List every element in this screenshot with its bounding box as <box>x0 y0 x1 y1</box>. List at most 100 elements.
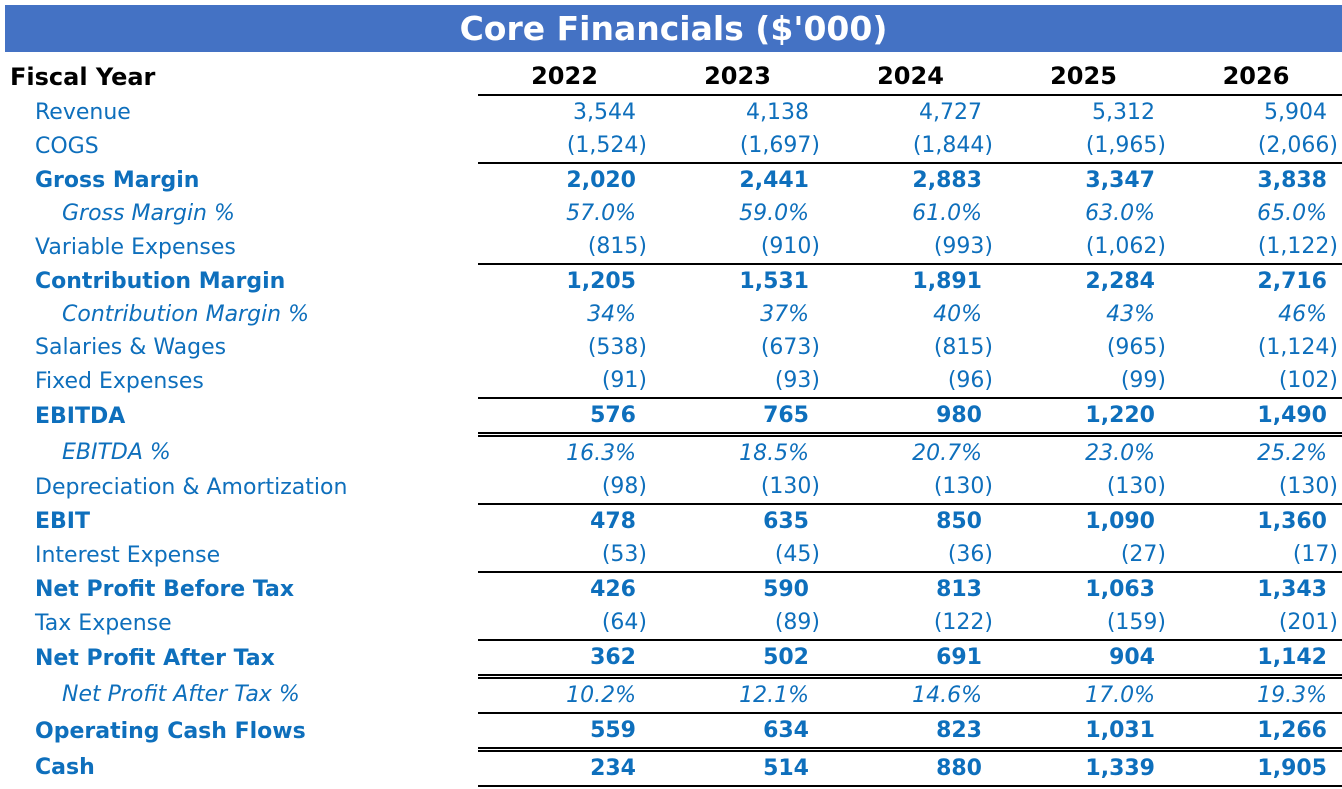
table-header-row: Fiscal Year 2022 2023 2024 2025 2026 <box>0 58 1342 96</box>
row-label-interest-expense: Interest Expense <box>35 542 221 568</box>
cell-interest-expense-2022: (53) <box>478 538 651 573</box>
cell-ebit-2026: 1,360 <box>1257 509 1327 534</box>
cell-revenue-2023: 4,138 <box>746 100 809 125</box>
table-row: Salaries & Wages (538) (673) (815) (965) (1,1… <box>0 331 1342 364</box>
year-header: 2023 <box>651 58 824 96</box>
cell-fixed-expenses-2023: (93) <box>651 364 824 399</box>
cell-net-profit-after-tax-2024: 691 <box>824 640 997 679</box>
core-financials-report: Core Financials ($'000) Fiscal Year 2022… <box>0 5 1342 789</box>
cell-tax-expense-2024: (122) <box>824 606 997 641</box>
cell-contribution-margin-2026: 46% <box>1278 302 1327 327</box>
cell-net-profit-after-tax-2022: 10.2% <box>478 676 651 714</box>
cell-revenue-2025: 5,312 <box>1092 100 1155 125</box>
cell-contribution-margin-2025: 43% <box>1106 302 1155 327</box>
cell-contribution-margin-2024: 40% <box>933 302 982 327</box>
year-header: 2025 <box>997 58 1170 96</box>
cell-variable-expenses-2024: (993) <box>824 230 997 265</box>
cell-ebitda-2024: 980 <box>824 398 997 437</box>
cell-net-profit-after-tax-2026: 1,142 <box>1170 640 1342 679</box>
cell-contribution-margin-2023: 37% <box>760 302 809 327</box>
cell-interest-expense-2024: (36) <box>824 538 997 573</box>
table-row: Gross Margin % 57.0% 59.0% 61.0% 63.0% 65.0% <box>0 197 1342 230</box>
year-header: 2022 <box>478 58 651 96</box>
cell-depreciation-amortization-2024: (130) <box>824 470 997 505</box>
cell-ebit-2024: 850 <box>936 509 982 534</box>
cell-interest-expense-2023: (45) <box>651 538 824 573</box>
row-label-revenue: Revenue <box>35 99 131 125</box>
cell-ebit-2022: 478 <box>590 509 636 534</box>
table-row: Depreciation & Amortization (98) (130) (130… <box>0 470 1342 505</box>
cell-cash-2026: 1,905 <box>1170 749 1342 787</box>
cell-ebitda-2025: 23.0% <box>1085 441 1155 466</box>
cell-cash-2023: 514 <box>651 749 824 787</box>
table-row: Gross Margin 2,020 2,441 2,883 3,347 3,838 <box>0 163 1342 197</box>
table-row: Net Profit Before Tax 426 590 813 1,063 1,343 <box>0 572 1342 606</box>
row-label-cash: Cash <box>35 755 95 781</box>
cell-fixed-expenses-2024: (96) <box>824 364 997 399</box>
cell-variable-expenses-2026: (1,122) <box>1170 230 1342 265</box>
row-label-gross-margin: Gross Margin % <box>62 201 235 226</box>
cell-net-profit-after-tax-2024: 14.6% <box>824 676 997 714</box>
cell-net-profit-after-tax-2023: 12.1% <box>651 676 824 714</box>
cell-ebit-2023: 635 <box>763 509 809 534</box>
table-row: Cash 234 514 880 1,339 1,905 <box>0 749 1342 787</box>
cell-gross-margin-2024: 61.0% <box>912 201 982 226</box>
row-label-ebit: EBIT <box>35 508 90 534</box>
table-row: Net Profit After Tax % 10.2% 12.1% 14.6% 17.… <box>0 676 1342 714</box>
cell-gross-margin-2025: 3,347 <box>1085 168 1155 193</box>
table-row: Fixed Expenses (91) (93) (96) (99) (102) <box>0 364 1342 399</box>
cell-operating-cash-flows-2025: 1,031 <box>997 713 1170 752</box>
cell-salaries-wages-2024: (815) <box>933 335 993 360</box>
cell-ebitda-2025: 1,220 <box>997 398 1170 437</box>
cell-depreciation-amortization-2023: (130) <box>651 470 824 505</box>
row-label-variable-expenses: Variable Expenses <box>35 234 236 260</box>
cell-net-profit-before-tax-2023: 590 <box>763 577 809 602</box>
cell-variable-expenses-2022: (815) <box>478 230 651 265</box>
row-label-gross-margin: Gross Margin <box>35 167 200 193</box>
cell-fixed-expenses-2026: (102) <box>1170 364 1342 399</box>
cell-net-profit-before-tax-2025: 1,063 <box>1085 577 1155 602</box>
cell-cash-2024: 880 <box>824 749 997 787</box>
cell-depreciation-amortization-2026: (130) <box>1170 470 1342 505</box>
cell-tax-expense-2023: (89) <box>651 606 824 641</box>
cell-interest-expense-2026: (17) <box>1170 538 1342 573</box>
table-row: Net Profit After Tax 362 502 691 904 1,142 <box>0 640 1342 679</box>
cell-ebitda-2022: 16.3% <box>566 441 636 466</box>
cell-gross-margin-2023: 2,441 <box>739 168 809 193</box>
cell-ebitda-2026: 25.2% <box>1257 441 1327 466</box>
financials-table: Fiscal Year 2022 2023 2024 2025 2026 Rev… <box>0 58 1342 787</box>
table-body: Revenue 3,544 4,138 4,727 5,312 5,904 COGS (1,5… <box>0 95 1342 787</box>
cell-ebitda-2023: 18.5% <box>739 441 809 466</box>
cell-net-profit-after-tax-2025: 17.0% <box>997 676 1170 714</box>
cell-cogs-2023: (1,697) <box>651 129 824 164</box>
cell-contribution-margin-2026: 2,716 <box>1257 269 1327 294</box>
cell-cogs-2026: (2,066) <box>1170 129 1342 164</box>
cell-operating-cash-flows-2024: 823 <box>824 713 997 752</box>
cell-tax-expense-2026: (201) <box>1170 606 1342 641</box>
row-label-contribution-margin: Contribution Margin % <box>62 302 310 327</box>
cell-operating-cash-flows-2026: 1,266 <box>1170 713 1342 752</box>
cell-net-profit-before-tax-2024: 813 <box>936 577 982 602</box>
row-label-cogs: COGS <box>35 133 99 159</box>
cell-contribution-margin-2022: 1,205 <box>566 269 636 294</box>
row-label-net-profit-before-tax: Net Profit Before Tax <box>35 576 295 602</box>
cell-ebitda-2023: 765 <box>651 398 824 437</box>
cell-net-profit-before-tax-2026: 1,343 <box>1257 577 1327 602</box>
cell-salaries-wages-2023: (673) <box>760 335 820 360</box>
cell-fixed-expenses-2022: (91) <box>478 364 651 399</box>
table-row: EBITDA % 16.3% 18.5% 20.7% 23.0% 25.2% <box>0 435 1342 471</box>
table-row: Contribution Margin 1,205 1,531 1,891 2,284 2… <box>0 264 1342 298</box>
table-row: Interest Expense (53) (45) (36) (27) (17) <box>0 538 1342 573</box>
cell-gross-margin-2026: 65.0% <box>1257 201 1327 226</box>
cell-contribution-margin-2025: 2,284 <box>1085 269 1155 294</box>
cell-variable-expenses-2023: (910) <box>651 230 824 265</box>
cell-salaries-wages-2025: (965) <box>1106 335 1166 360</box>
cell-operating-cash-flows-2022: 559 <box>478 713 651 752</box>
cell-contribution-margin-2024: 1,891 <box>912 269 982 294</box>
table-row: Operating Cash Flows 559 634 823 1,031 1,266 <box>0 713 1342 752</box>
cell-gross-margin-2022: 57.0% <box>566 201 636 226</box>
cell-net-profit-before-tax-2022: 426 <box>590 577 636 602</box>
row-label-salaries-wages: Salaries & Wages <box>35 335 227 360</box>
cell-gross-margin-2024: 2,883 <box>912 168 982 193</box>
row-label-ebitda: EBITDA <box>35 403 126 429</box>
